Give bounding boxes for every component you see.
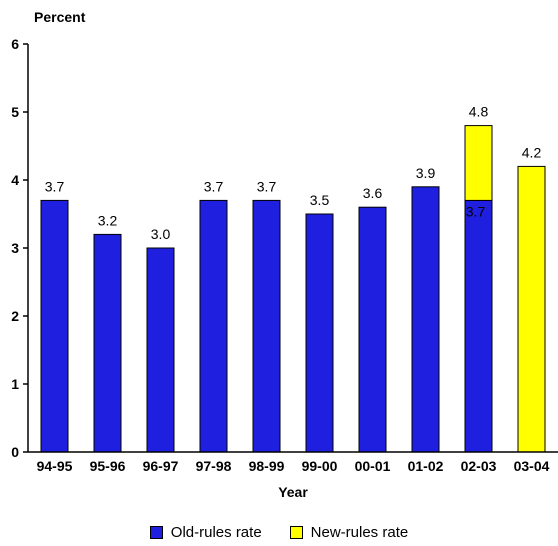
x-tick-label: 96-97 (143, 458, 179, 474)
bar-old-rules (358, 206, 387, 453)
data-label-old: 3.2 (98, 212, 118, 228)
legend-item-old: Old-rules rate (149, 524, 262, 541)
x-tick-label: 02-03 (461, 458, 497, 474)
bar-old-rules (305, 213, 334, 453)
legend-swatch-old (149, 526, 163, 539)
data-label-new: 4.2 (522, 144, 542, 160)
y-tick-label: 4 (11, 172, 19, 188)
data-label-old: 3.7 (466, 203, 486, 219)
legend-label-new: New-rules rate (310, 524, 409, 541)
data-label-old: 3.9 (416, 165, 436, 181)
data-label-new: 4.8 (469, 104, 489, 120)
y-tick-label: 1 (11, 376, 19, 392)
x-axis: 94-95 95-96 96-97 97-98 98-99 99-00 00-01 01-02… (37, 458, 550, 474)
bar-old-rules (146, 247, 175, 453)
legend-item-new: New-rules rate (289, 524, 409, 541)
data-label-old: 3.0 (151, 226, 171, 242)
data-label-old: 3.7 (204, 178, 224, 194)
x-tick-label: 97-98 (196, 458, 232, 474)
data-label-old: 3.5 (310, 192, 330, 208)
y-axis: 0 1 2 3 4 5 6 (11, 36, 28, 460)
x-tick-label: 01-02 (408, 458, 444, 474)
bar-new-rules (517, 165, 546, 453)
y-tick-label: 5 (11, 104, 19, 120)
x-tick-label: 95-96 (90, 458, 126, 474)
y-tick-label: 6 (11, 36, 19, 52)
data-label-old: 3.7 (45, 178, 65, 194)
x-axis-title: Year (278, 484, 308, 500)
x-tick-label: 98-99 (249, 458, 285, 474)
legend-label-old: Old-rules rate (170, 524, 262, 541)
bar-new-rules (464, 125, 493, 201)
bar-old-rules (411, 186, 440, 453)
bar-old-rules (464, 199, 493, 453)
y-tick-label: 3 (11, 240, 19, 256)
bar-old-rules (40, 199, 69, 453)
data-labels: 3.7 3.2 3.0 3.7 3.7 3.5 3.6 3.9 3.7 4.8 4.2 (45, 104, 542, 242)
y-tick-label: 0 (11, 444, 19, 460)
legend: Old-rules rate New-rules rate (0, 524, 558, 541)
x-tick-label: 03-04 (514, 458, 550, 474)
y-tick-label: 2 (11, 308, 19, 324)
bars (40, 125, 546, 453)
x-tick-label: 99-00 (302, 458, 338, 474)
data-label-old: 3.7 (257, 178, 277, 194)
y-axis-title: Percent (34, 9, 86, 25)
x-tick-label: 94-95 (37, 458, 73, 474)
bar-old-rules (199, 199, 228, 453)
x-tick-label: 00-01 (355, 458, 391, 474)
legend-swatch-new (289, 526, 303, 539)
bar-old-rules (93, 233, 122, 453)
data-label-old: 3.6 (363, 185, 383, 201)
bar-old-rules (252, 199, 281, 453)
